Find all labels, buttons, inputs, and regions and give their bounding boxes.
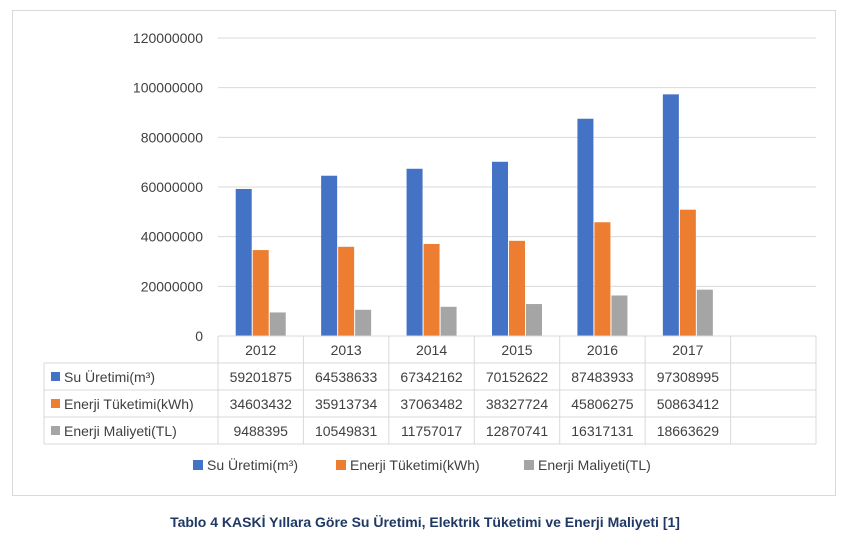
legend-entry: Enerji Tüketimi(kWh) [350, 457, 480, 473]
y-tick-label: 60000000 [141, 179, 204, 195]
table-series-name: Su Üretimi(m³) [64, 368, 155, 385]
bar [509, 240, 525, 336]
y-tick-label: 40000000 [141, 229, 204, 245]
bar [440, 306, 457, 336]
bar [594, 222, 611, 336]
x-tick-label: 2014 [416, 342, 447, 358]
bar [526, 304, 542, 336]
data-label: 50863412 [657, 396, 720, 412]
data-label: 59201875 [230, 369, 293, 385]
bar [696, 289, 713, 336]
data-label: 64538633 [315, 369, 378, 385]
data-label: 37063482 [400, 396, 463, 412]
y-tick-label: 0 [195, 328, 203, 344]
table-legend-key [51, 426, 60, 435]
data-label: 35913734 [315, 396, 378, 412]
y-tick-label: 80000000 [141, 129, 204, 145]
bar [269, 312, 286, 336]
legend-key [524, 460, 534, 470]
legend-key [193, 460, 203, 470]
x-tick-label: 2017 [672, 342, 703, 358]
x-tick-label: 2016 [587, 342, 618, 358]
table-series-name: Enerji Tüketimi(kWh) [64, 396, 194, 412]
figure-caption: Tablo 4 KASKİ Yıllara Göre Su Üretimi, E… [170, 514, 680, 530]
bar [679, 209, 696, 336]
bar [321, 175, 338, 336]
bar [235, 188, 252, 336]
legend-entry: Enerji Maliyeti(TL) [538, 457, 651, 473]
x-tick-label: 2015 [501, 342, 532, 358]
data-label: 9488395 [233, 423, 288, 439]
data-label: 38327724 [486, 396, 549, 412]
data-label: 70152622 [486, 369, 549, 385]
table-legend-key [51, 399, 60, 408]
data-label: 67342162 [400, 369, 463, 385]
bar [577, 118, 594, 336]
data-label: 10549831 [315, 423, 378, 439]
data-label: 16317131 [571, 423, 634, 439]
x-tick-label: 2013 [331, 342, 362, 358]
data-label: 12870741 [486, 423, 549, 439]
bar [406, 168, 423, 336]
data-label: 87483933 [571, 369, 634, 385]
data-label: 34603432 [230, 396, 293, 412]
legend-key [336, 460, 346, 470]
x-tick-label: 2012 [245, 342, 276, 358]
legend-entry: Su Üretimi(m³) [207, 456, 298, 473]
y-tick-label: 120000000 [133, 30, 203, 46]
bar [355, 309, 372, 336]
bar [423, 243, 440, 336]
data-label: 18663629 [657, 423, 720, 439]
table-legend-key [51, 372, 60, 381]
bar [338, 246, 355, 336]
bar [662, 94, 679, 336]
bar [611, 295, 628, 336]
y-tick-label: 20000000 [141, 278, 204, 294]
data-label: 45806275 [571, 396, 634, 412]
table-series-name: Enerji Maliyeti(TL) [64, 423, 177, 439]
bar [492, 161, 508, 336]
y-tick-label: 100000000 [133, 80, 203, 96]
data-label: 97308995 [657, 369, 720, 385]
bar [252, 250, 269, 336]
data-label: 11757017 [401, 423, 462, 439]
